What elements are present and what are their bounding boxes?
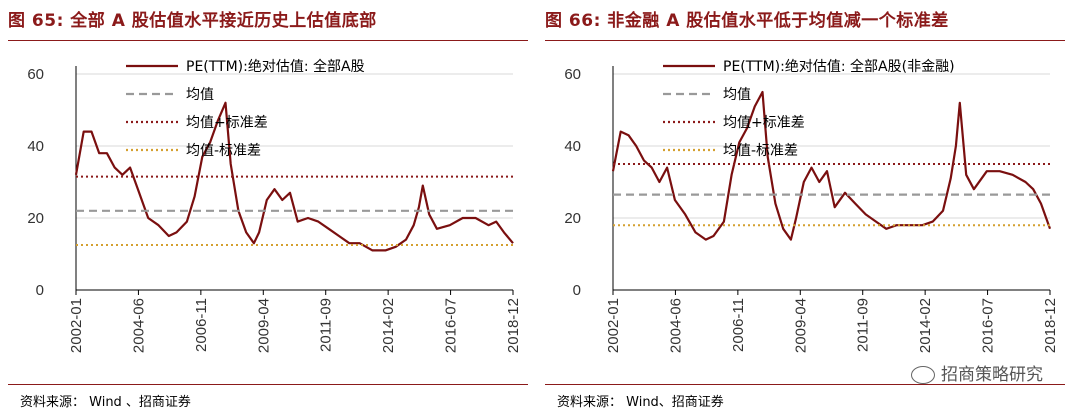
x-tick-label: 2002-01 <box>68 298 85 353</box>
x-tick-label: 2016-07 <box>980 298 997 353</box>
y-tick-label: 0 <box>36 282 44 299</box>
x-tick-label: 2018-12 <box>505 298 522 353</box>
x-tick-label: 2009-04 <box>255 298 272 353</box>
x-tick-label: 2009-04 <box>792 298 809 353</box>
y-tick-label: 0 <box>573 282 581 299</box>
legend-label: 均值-标准差 <box>723 143 798 159</box>
x-tick-label: 2006-11 <box>730 298 747 352</box>
pe-chart-all-a-shares: 0 20 40 60 2002-01 2004-06 2006-11 2009-04 2011-… <box>27 58 522 353</box>
legend-label: PE(TTM):绝对估值: 全部A股(非金融) <box>723 58 955 75</box>
chart-panel-left: 图 65: 全部 A 股估值水平接近历史上估值底部 0 20 40 60 2002-01… <box>8 0 528 419</box>
legend-label: 均值+标准差 <box>186 115 268 131</box>
x-tick-label: 2014-02 <box>917 298 934 353</box>
source-divider <box>545 384 1065 385</box>
x-tick-label: 2004-06 <box>130 298 147 353</box>
x-tick-label: 2004-06 <box>667 298 684 353</box>
y-tick-label: 40 <box>564 138 581 155</box>
watermark: 招商策略研究 <box>911 360 1043 385</box>
legend-label: 均值 <box>186 87 214 103</box>
legend-label: PE(TTM):绝对估值: 全部A股 <box>186 58 365 75</box>
legend-label: 均值-标准差 <box>186 143 261 159</box>
chart-title: 图 65: 全部 A 股估值水平接近历史上估值底部 <box>8 11 377 31</box>
watermark-text: 招商策略研究 <box>941 365 1043 385</box>
y-tick-label: 60 <box>27 66 44 83</box>
y-tick-label: 20 <box>564 210 581 227</box>
pe-chart-non-financial: 0 20 40 60 2002-01 2004-06 2006-11 2009-04 2011-… <box>564 58 1059 353</box>
chart-panel-right: 图 66: 非金融 A 股估值水平低于均值减一个标准差 0 20 40 60 2002-… <box>545 0 1065 419</box>
source-divider <box>8 384 528 385</box>
wechat-logo-icon <box>911 366 935 384</box>
chart-source: 资料来源： Wind、招商证券 <box>557 395 724 410</box>
chart-title: 图 66: 非金融 A 股估值水平低于均值减一个标准差 <box>545 11 949 31</box>
pe-series-line <box>611 90 1052 241</box>
y-tick-label: 60 <box>564 66 581 83</box>
pe-series-line <box>74 101 514 252</box>
x-tick-label: 2011-09 <box>855 298 872 352</box>
legend-label: 均值+标准差 <box>723 115 805 131</box>
x-tick-label: 2014-02 <box>380 298 397 353</box>
x-tick-label: 2011-09 <box>318 298 335 352</box>
y-tick-label: 20 <box>27 210 44 227</box>
chart-source: 资料来源： Wind 、招商证券 <box>20 395 191 410</box>
legend-label: 均值 <box>723 87 751 103</box>
x-tick-label: 2016-07 <box>443 298 460 353</box>
x-tick-label: 2006-11 <box>193 298 210 352</box>
x-tick-label: 2018-12 <box>1042 298 1059 353</box>
y-tick-label: 40 <box>27 138 44 155</box>
x-tick-label: 2002-01 <box>605 298 622 353</box>
title-divider <box>545 40 1065 41</box>
title-divider <box>8 40 528 41</box>
